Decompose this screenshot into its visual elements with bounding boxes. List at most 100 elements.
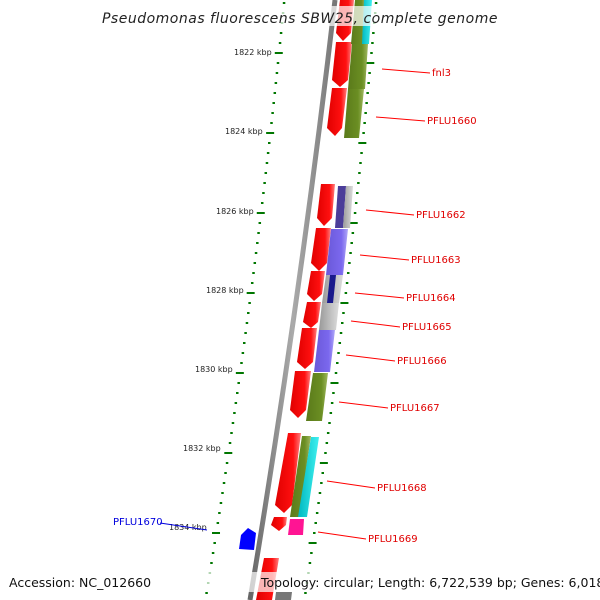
dark-purple-feature[interactable] (335, 186, 346, 228)
tick-mark (342, 312, 345, 314)
tick-mark (349, 222, 358, 224)
tick-mark (248, 302, 251, 304)
cds-feature[interactable] (275, 433, 301, 513)
tick-mark (315, 512, 319, 514)
tick-mark (272, 102, 275, 104)
tick-mark (317, 502, 320, 504)
tick-mark (338, 342, 342, 344)
tick-mark (340, 302, 349, 304)
olive-feature[interactable] (306, 373, 328, 421)
tick-mark (364, 112, 367, 114)
cds-feature[interactable] (327, 88, 347, 136)
tick-mark (237, 382, 240, 384)
gene-label-pflu1666[interactable]: PFLU1666 (397, 356, 447, 367)
tick-mark (308, 562, 312, 564)
gene-label-pflu1665[interactable]: PFLU1665 (402, 322, 452, 333)
purple-feature[interactable] (314, 330, 335, 372)
tick-mark (314, 522, 317, 524)
tick-mark (360, 152, 363, 154)
tick-mark (353, 212, 357, 214)
tick-mark (308, 542, 317, 544)
tick-label: 1824 kbp (225, 127, 263, 136)
tick-mark (349, 252, 352, 254)
tick-mark (258, 222, 262, 224)
tick-mark (313, 532, 316, 534)
tick-mark (336, 362, 339, 364)
gray-feature[interactable] (343, 186, 353, 228)
map-title: Pseudomonas fluorescens SBW25, complete … (102, 11, 498, 27)
tick-mark (358, 142, 367, 144)
olive-feature[interactable] (348, 44, 368, 89)
tick-mark (324, 452, 327, 454)
tick-mark (310, 552, 313, 554)
tick-mark (231, 422, 235, 424)
cds-feature[interactable] (271, 517, 287, 531)
tick-mark (371, 42, 374, 44)
tick-mark (337, 352, 340, 354)
tick-mark (354, 202, 358, 204)
tick-mark (224, 472, 227, 474)
tick-mark (257, 232, 260, 234)
tick-mark (365, 102, 368, 104)
tick-mark (222, 482, 226, 484)
tick-mark (252, 272, 255, 274)
tick-mark (339, 332, 343, 334)
gene-label-pflu1663[interactable]: PFLU1663 (411, 255, 461, 266)
dark-blue-feature[interactable] (327, 275, 336, 303)
olive-feature[interactable] (344, 89, 364, 138)
cds-feature[interactable] (307, 271, 325, 301)
cds-feature[interactable] (297, 328, 317, 369)
magenta-feature[interactable] (288, 519, 304, 535)
tick-label: 1828 kbp (206, 286, 244, 295)
tick-mark (326, 432, 330, 434)
gene-labels (159, 68, 431, 540)
gray-feature[interactable] (275, 592, 292, 600)
tick-mark (321, 472, 324, 474)
tick-mark (367, 82, 370, 84)
cds-feature[interactable] (311, 228, 331, 271)
tick-mark (273, 92, 277, 94)
cds-feature[interactable] (303, 302, 321, 328)
gene-label-pflu1664[interactable]: PFLU1664 (406, 293, 456, 304)
tick-mark (334, 372, 338, 374)
tick-mark (263, 182, 266, 184)
tick-mark (329, 412, 333, 414)
tick-mark (348, 262, 351, 264)
gray-feature[interactable] (319, 303, 339, 330)
tick-label: 1822 kbp (234, 48, 272, 57)
tick-label: 1832 kbp (183, 444, 221, 453)
tick-mark (366, 92, 369, 94)
tick-mark (216, 522, 220, 524)
olive-feature[interactable] (290, 436, 311, 517)
blue-feature[interactable] (239, 528, 256, 550)
cds-feature[interactable] (290, 371, 311, 418)
tick-mark (260, 202, 264, 204)
gene-label-pflu1667[interactable]: PFLU1667 (390, 403, 440, 414)
gene-label-pflu1670[interactable]: PFLU1670 (113, 517, 163, 528)
gene-label-pflu1668[interactable]: PFLU1668 (377, 483, 427, 494)
tick-mark (224, 452, 233, 454)
cds-feature[interactable] (317, 184, 335, 226)
tick-mark (350, 242, 353, 244)
tick-mark (213, 542, 216, 544)
gene-label-fnl3[interactable]: fnl3 (432, 68, 451, 79)
cyan-feature[interactable] (298, 437, 319, 517)
tick-mark (271, 112, 274, 114)
tick-mark (274, 52, 283, 54)
tick-mark (230, 432, 233, 434)
tick-mark (256, 212, 265, 214)
gene-label-pflu1662[interactable]: PFLU1662 (416, 210, 466, 221)
tick-mark (279, 32, 283, 34)
purple-feature[interactable] (326, 229, 348, 275)
tick-mark (247, 312, 250, 314)
tick-mark (228, 442, 232, 444)
cds-feature[interactable] (332, 42, 352, 87)
tick-mark (351, 232, 355, 234)
tick-label: 1826 kbp (216, 207, 254, 216)
gene-label-pflu1660[interactable]: PFLU1660 (427, 116, 477, 127)
tick-mark (254, 252, 258, 254)
gene-label-pflu1669[interactable]: PFLU1669 (368, 534, 418, 545)
tick-label: 1830 kbp (195, 365, 233, 374)
